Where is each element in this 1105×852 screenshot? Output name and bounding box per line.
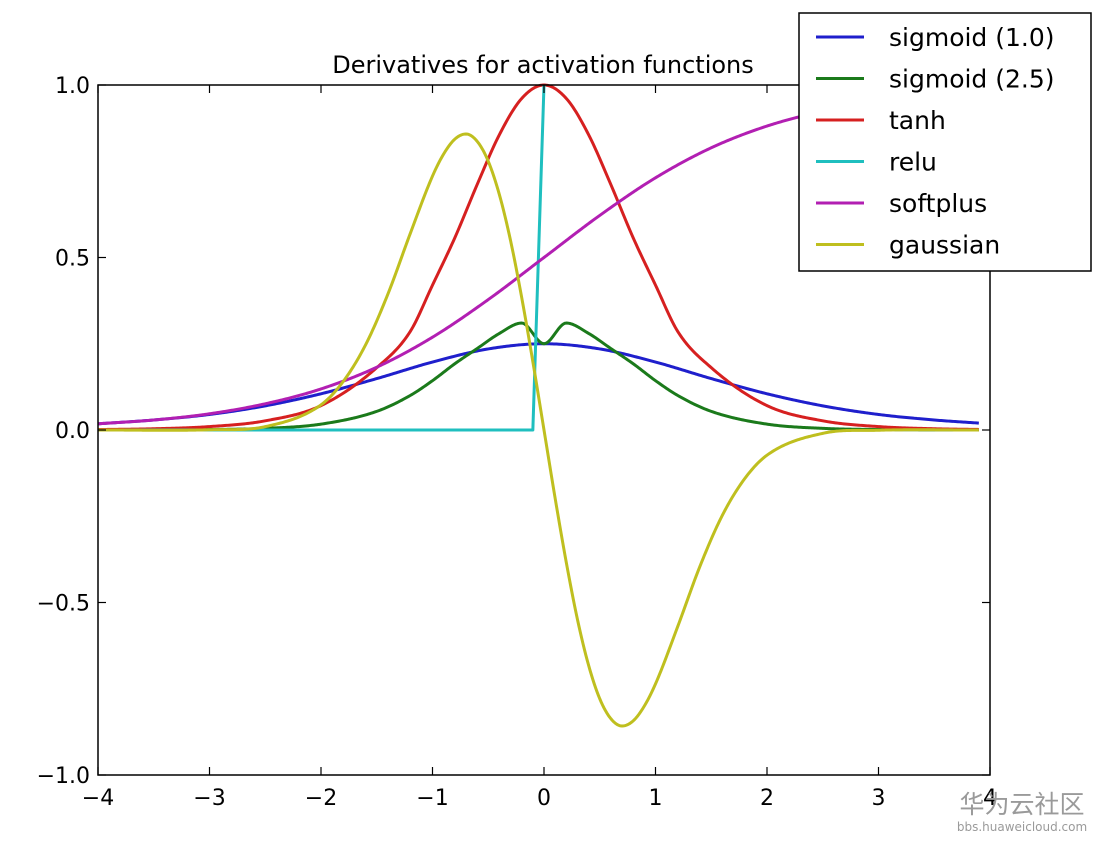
legend-label: relu [889, 148, 937, 177]
legend-label: tanh [889, 106, 946, 135]
x-tick-label: 1 [649, 786, 663, 811]
x-tick-label: 0 [537, 786, 551, 811]
watermark: 华为云社区 bbs.huaweicloud.com [957, 790, 1087, 834]
x-tick-label: 4 [983, 786, 997, 811]
legend-box [798, 12, 1092, 272]
watermark-site-name: 华为云社区 [959, 790, 1084, 819]
chart-title: Derivatives for activation functions [332, 51, 754, 79]
x-tick-label: 2 [760, 786, 774, 811]
x-tick-label: −4 [82, 786, 114, 811]
series-line-softplus [97, 104, 851, 426]
x-tick-label: 3 [872, 786, 886, 811]
series-line-tanh [97, 83, 979, 432]
y-tick-label: 0.5 [55, 247, 90, 272]
x-tick-label: −1 [416, 786, 448, 811]
legend-label: sigmoid (1.0) [889, 23, 1055, 52]
series-layer [97, 83, 979, 728]
y-tick-label: −0.5 [37, 592, 90, 617]
legend-label: softplus [889, 189, 987, 218]
legend-label: gaussian [889, 231, 1000, 260]
watermark-url: bbs.huaweicloud.com [957, 820, 1087, 834]
x-tick-label: −3 [193, 786, 225, 811]
ticks-layer: −4 −3 −2 −1 0 1 2 3 4 1.0 0.5 0.0 −0.5 −1.0 [37, 74, 997, 811]
y-tick-label: 1.0 [55, 74, 90, 99]
y-tick-label: 0.0 [55, 419, 90, 444]
series-line-gaussian [97, 132, 979, 728]
legend: sigmoid (1.0) sigmoid (2.5) tanh relu softpl… [798, 12, 1092, 272]
y-tick-label: −1.0 [37, 764, 90, 789]
legend-label: sigmoid (2.5) [889, 65, 1055, 94]
x-tick-label: −2 [305, 786, 337, 811]
